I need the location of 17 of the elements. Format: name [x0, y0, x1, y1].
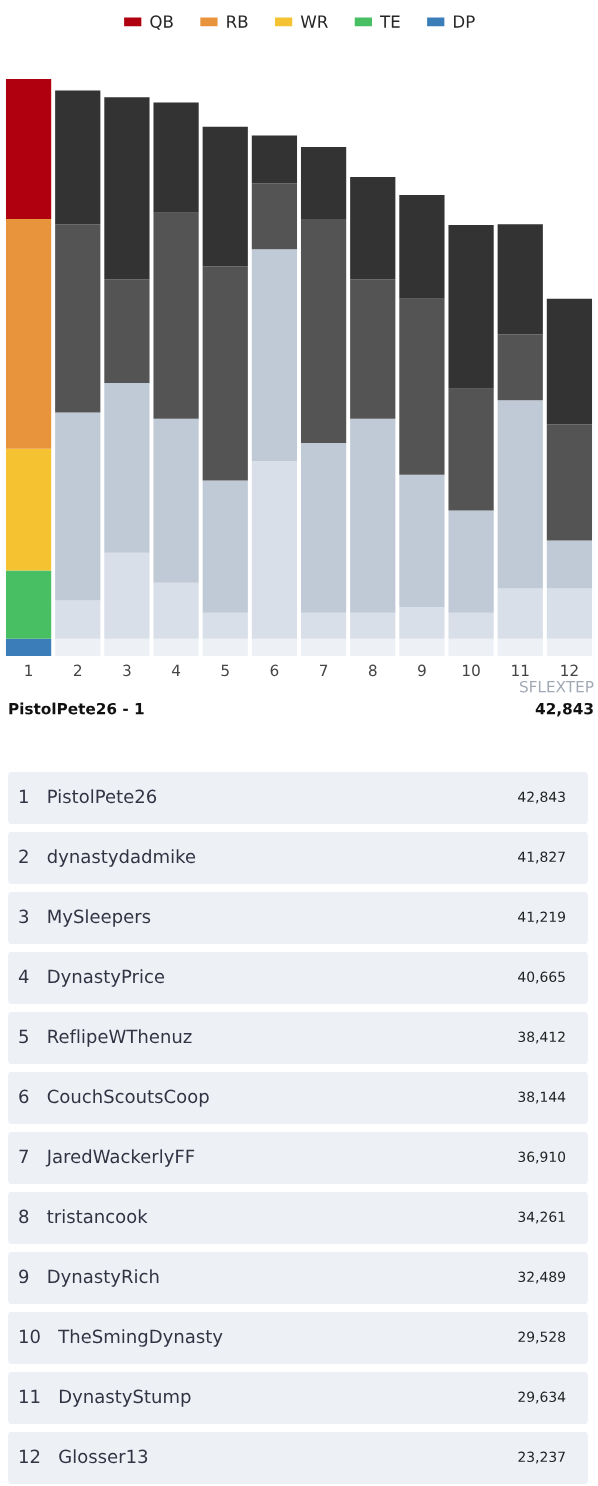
legend-label: WR	[300, 15, 328, 28]
text: 10 TheSmingDynasty	[19, 1329, 223, 1347]
text: 4 DynastyPrice	[18, 969, 165, 987]
legend-label: RB	[227, 15, 248, 28]
text: 5 ReflipeWThenuz	[19, 1029, 192, 1047]
text: 11 DynastyStump	[19, 1389, 191, 1407]
legend-label: TE	[379, 15, 400, 28]
text: 6 CouchScoutsCoop	[19, 1089, 209, 1107]
text: 1 PistolPete26	[19, 789, 157, 804]
text: 3 MySleepers	[19, 909, 151, 927]
legend-label: DP	[454, 15, 475, 28]
text: 8 tristancook	[19, 1209, 148, 1224]
text: 7 JaredWackerlyFF	[19, 1149, 195, 1167]
legend-label: QB	[150, 15, 173, 30]
text: 12 Glosser13	[19, 1449, 148, 1464]
text: 9 DynastyRich	[19, 1269, 159, 1287]
text: 2 dynastydadmike	[19, 849, 196, 867]
